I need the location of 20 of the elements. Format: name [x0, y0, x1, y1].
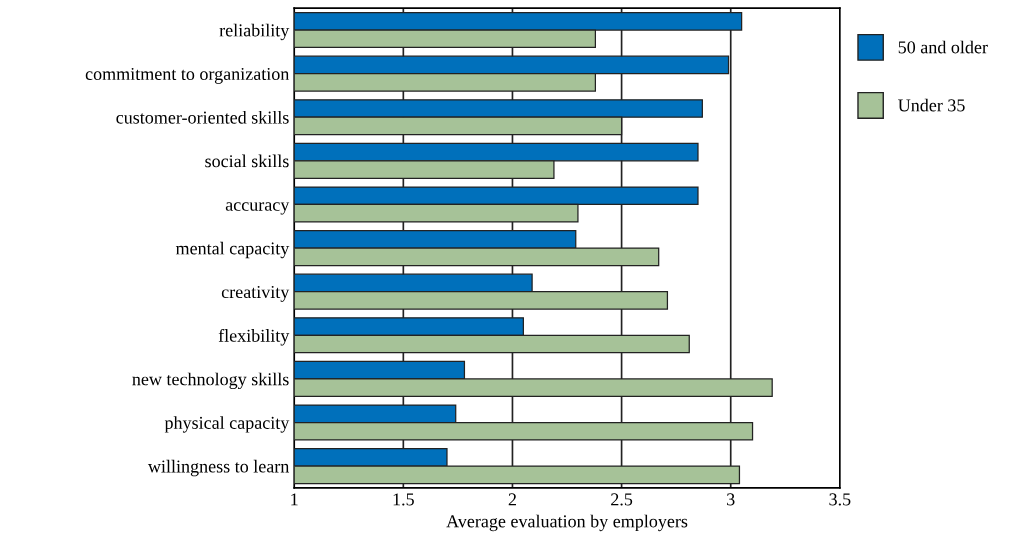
y-tick-label: reliability: [219, 23, 290, 41]
y-tick-label: social skills: [205, 154, 289, 168]
x-tick-label: 2: [508, 493, 516, 506]
y-tick-label: willingness to learn: [147, 459, 290, 477]
legend-label: 50 and older: [898, 40, 988, 54]
x-tick-label: 1.5: [393, 493, 414, 506]
y-tick-label: physical capacity: [164, 416, 290, 433]
x-tick-label: 1: [291, 493, 298, 506]
y-tick-label: accuracy: [225, 202, 290, 215]
y-tick-label: customer-oriented skills: [116, 110, 289, 124]
x-axis-title: Average evaluation by employers: [446, 514, 688, 532]
legend-label: Under 35: [898, 98, 965, 112]
y-tick-label: mental capacity: [175, 241, 290, 259]
y-tick-label: commitment to organization: [85, 67, 290, 84]
x-tick-label: 3.5: [829, 493, 851, 506]
y-tick-label: creativity: [221, 285, 290, 302]
x-tick-label: 2.5: [611, 493, 633, 506]
y-tick-label: new technology skills: [132, 372, 289, 390]
x-tick-label: 3: [727, 493, 735, 506]
y-tick-label: flexibility: [218, 328, 290, 346]
